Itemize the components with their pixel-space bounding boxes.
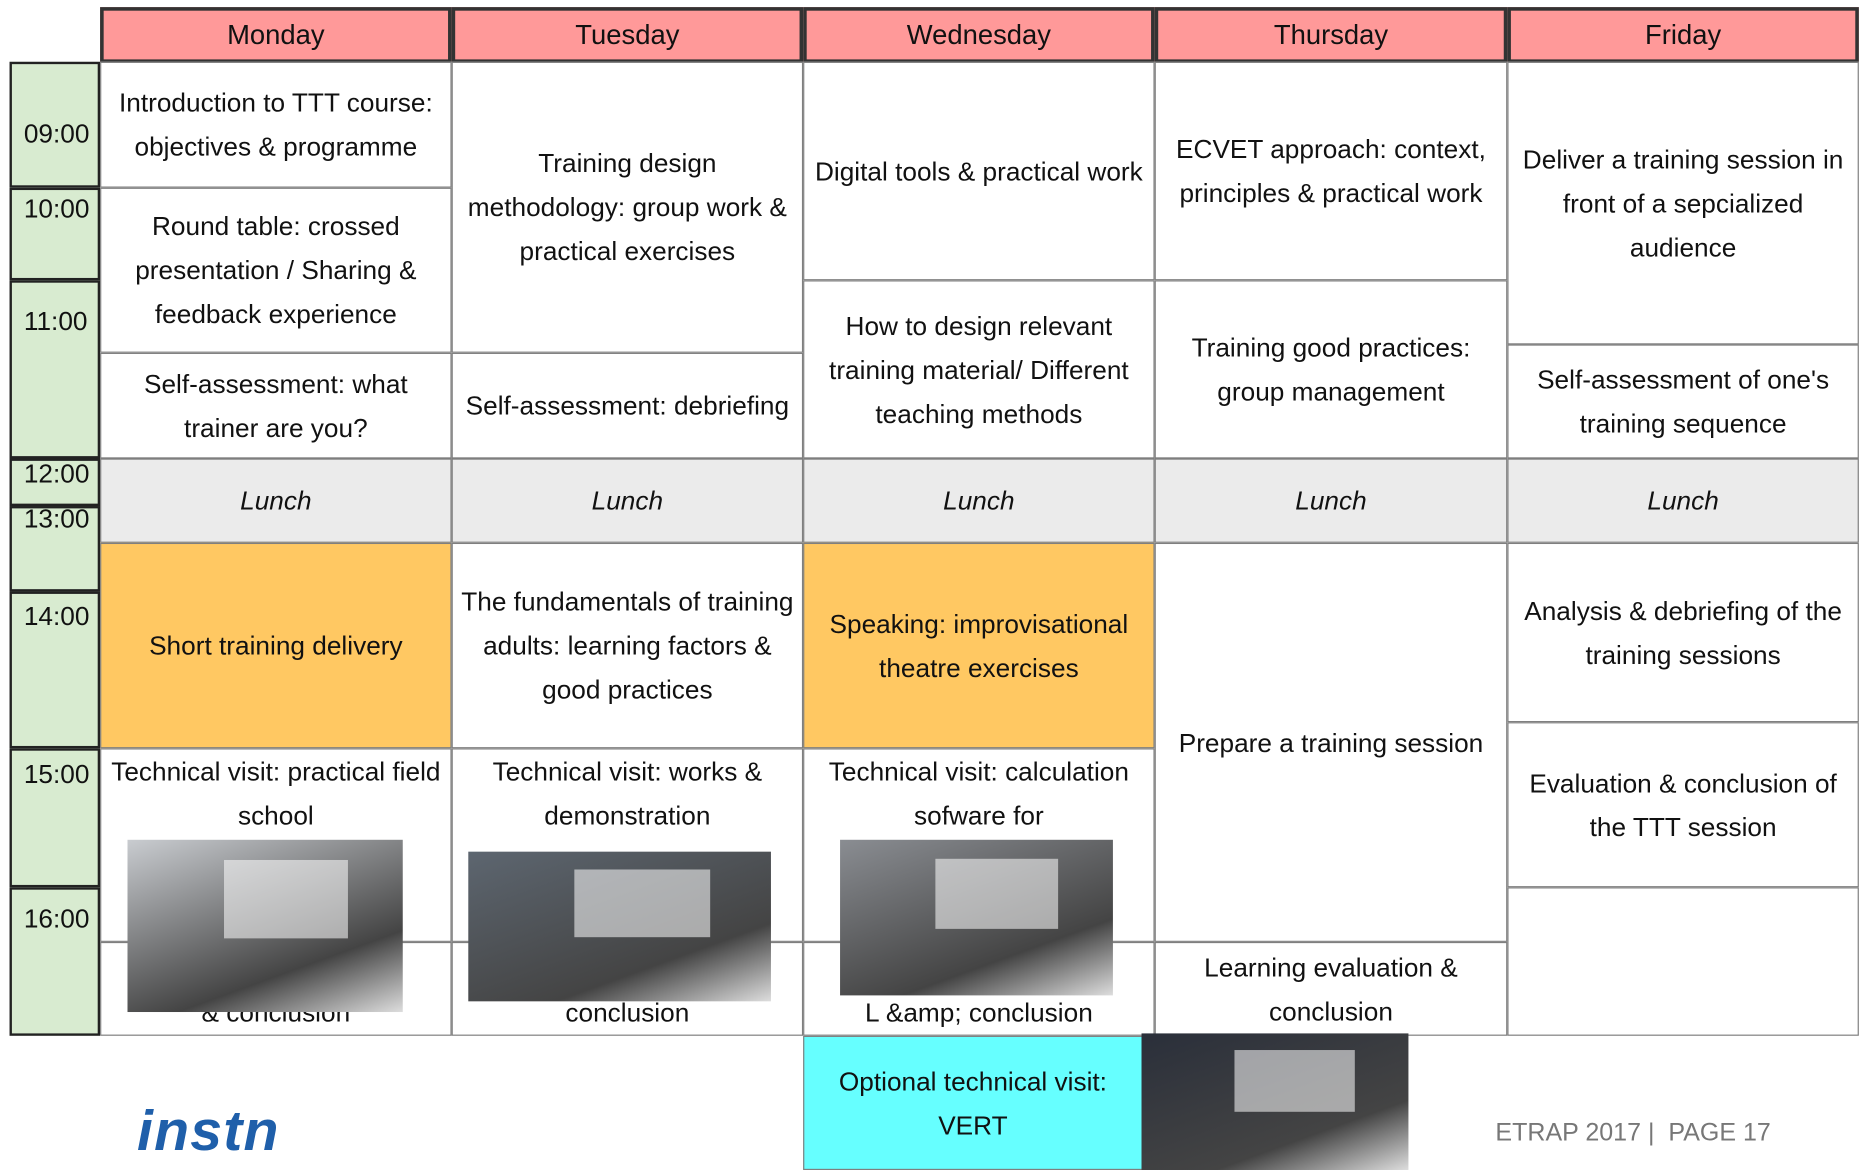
photo-detail xyxy=(223,860,348,938)
time-label: 10:00 xyxy=(23,193,90,224)
photo-detail xyxy=(935,858,1059,929)
time-box xyxy=(9,61,101,188)
session-cell: Analysis & debriefing of the training se… xyxy=(1507,542,1859,723)
optional-visit: Optional technical visit: VERT xyxy=(803,1035,1143,1170)
session-cell: Deliver a training session in front of a… xyxy=(1507,61,1859,345)
session-cell: Digital tools & practical work xyxy=(803,61,1155,281)
time-label: 12:00 xyxy=(23,458,90,489)
time-box xyxy=(9,887,101,1036)
logo: instn xyxy=(137,1099,280,1163)
time-box xyxy=(9,187,101,281)
session-cell: Short training delivery xyxy=(100,542,452,749)
session-cell: Self-assessment of one's training sequen… xyxy=(1507,344,1859,459)
day-header: Wednesday xyxy=(803,7,1155,63)
session-cell: Introduction to TTT course: objectives &… xyxy=(100,61,452,188)
day-header: Friday xyxy=(1507,7,1859,63)
session-cell: How to design relevant training material… xyxy=(803,280,1155,459)
day-header: Monday xyxy=(100,7,452,63)
time-label: 16:00 xyxy=(23,903,90,934)
day-header: Thursday xyxy=(1154,7,1508,63)
session-cell: Self-assessment: what trainer are you? xyxy=(100,352,452,459)
photo xyxy=(468,851,771,1002)
session-cell: Training design methodology: group work … xyxy=(451,61,804,353)
photo xyxy=(840,839,1113,996)
photo-detail xyxy=(574,869,711,937)
photo xyxy=(1141,1033,1409,1170)
time-box xyxy=(9,591,101,749)
lunch-cell: Lunch xyxy=(451,458,804,543)
session-cell: Speaking: improvisational theatre exerci… xyxy=(803,542,1155,749)
empty-cell xyxy=(1507,887,1859,1036)
session-cell: Prepare a training session xyxy=(1154,542,1508,942)
time-box xyxy=(9,748,101,888)
session-cell: Round table: crossed presentation / Shar… xyxy=(100,187,452,353)
photo-detail xyxy=(1234,1049,1356,1112)
session-cell: ECVET approach: context, principles & pr… xyxy=(1154,61,1508,281)
photo xyxy=(127,839,403,1013)
lunch-cell: Lunch xyxy=(100,458,452,543)
time-label: 13:00 xyxy=(23,503,90,534)
session-cell: Learning evaluation & conclusion xyxy=(1154,941,1508,1036)
lunch-cell: Lunch xyxy=(1154,458,1508,543)
lunch-cell: Lunch xyxy=(803,458,1155,543)
time-box xyxy=(9,458,101,507)
time-label: 09:00 xyxy=(23,118,90,149)
page-number: ETRAP 2017 | PAGE 17 xyxy=(1495,1118,1771,1147)
time-label: 15:00 xyxy=(23,759,90,789)
session-cell: Self-assessment: debriefing xyxy=(451,352,804,459)
session-cell: The fundamentals of training adults: lea… xyxy=(451,542,804,749)
day-header: Tuesday xyxy=(451,7,804,63)
time-box xyxy=(9,280,101,459)
time-label: 14:00 xyxy=(23,601,90,631)
lunch-cell: Lunch xyxy=(1507,458,1859,543)
session-cell: Training good practices: group managemen… xyxy=(1154,280,1508,459)
time-box xyxy=(9,506,101,592)
session-cell: Evaluation & conclusion of the TTT sessi… xyxy=(1507,722,1859,888)
time-label: 11:00 xyxy=(23,306,88,337)
